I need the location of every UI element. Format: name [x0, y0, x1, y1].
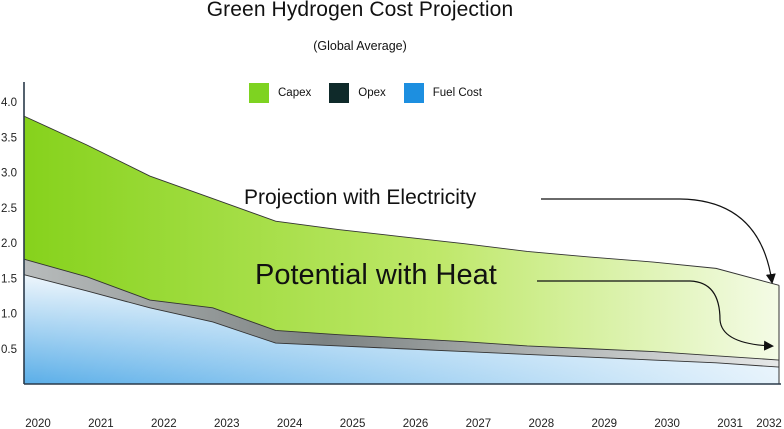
y-tick-label: 0.5 — [1, 344, 17, 356]
x-tick-label: 2026 — [403, 418, 429, 429]
chart-title: Green Hydrogen Cost Projection — [206, 0, 514, 21]
legend-swatch-fuel — [403, 83, 424, 103]
x-tick-label: 2030 — [654, 418, 680, 429]
y-tick-label: 4.0 — [1, 97, 17, 109]
y-tick-label: 1.5 — [1, 273, 17, 285]
x-tick-label: 2021 — [88, 418, 114, 429]
chart-subtitle: (Global Average) — [313, 39, 407, 53]
y-tick-label: 1.0 — [1, 309, 17, 321]
x-tick-label: 2020 — [25, 418, 51, 429]
y-tick-label: 3.0 — [1, 168, 17, 180]
legend-item-fuel: Fuel Cost — [403, 83, 482, 103]
line-capex — [23, 115, 780, 286]
annotation-electricity: Projection with Electricity — [244, 186, 477, 209]
x-tick-label: 2027 — [466, 418, 492, 429]
legend-label-fuel: Fuel Cost — [432, 87, 482, 99]
legend-swatch-capex — [249, 83, 269, 103]
area-capex — [24, 116, 779, 361]
y-tick-label: 2.5 — [1, 203, 17, 215]
x-tick-label: 2024 — [277, 418, 303, 429]
legend: Capex Opex Fuel Cost — [249, 83, 482, 103]
legend-item-capex: Capex — [249, 83, 311, 103]
line-opex — [23, 258, 780, 361]
legend-label-capex: Capex — [278, 87, 312, 99]
legend-label-opex: Opex — [358, 87, 386, 99]
annotation-heat: Potential with Heat — [255, 259, 497, 291]
y-tick-label: 3.5 — [1, 132, 17, 144]
x-tick-label: 2025 — [340, 418, 366, 429]
x-tick-label: 2022 — [151, 418, 177, 429]
x-tick-label: 2031 — [717, 418, 743, 429]
area-fuel-cost-fade — [24, 274, 779, 384]
x-tick-label: 2029 — [591, 418, 617, 429]
x-tick-label: 2032 — [756, 418, 782, 429]
arrow-electricity — [541, 198, 776, 284]
arrow-heat — [537, 280, 774, 351]
x-tick-label: 2028 — [529, 418, 555, 429]
legend-item-opex: Opex — [329, 83, 386, 103]
x-tick-label: 2023 — [214, 418, 240, 429]
y-tick-label: 2.0 — [1, 238, 17, 250]
line-fuel-cost — [23, 274, 780, 368]
legend-swatch-opex — [329, 83, 350, 103]
